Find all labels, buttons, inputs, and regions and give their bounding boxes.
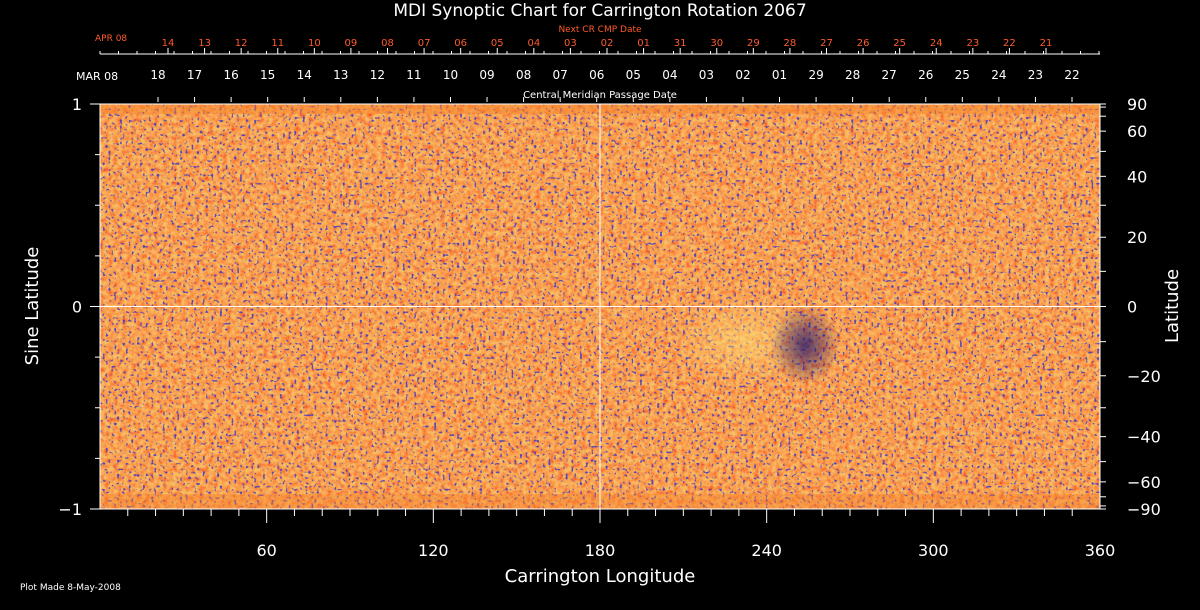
y-axis-left: 1 0 −1 bbox=[58, 95, 100, 519]
plot-made-footer: Plot Made 8-May-2008 bbox=[20, 583, 121, 593]
cmp-day-label: 06 bbox=[589, 68, 604, 82]
cmp-day-label: 03 bbox=[699, 68, 714, 82]
x-tick-label: 300 bbox=[918, 541, 949, 560]
next-cmp-month-label: APR 08 bbox=[95, 34, 127, 44]
next-cmp-day-label: 29 bbox=[747, 38, 760, 49]
y-axis-left-label: Sine Latitude bbox=[22, 247, 43, 366]
y-right-tick-label: 0 bbox=[1127, 298, 1137, 317]
cmp-day-label: 15 bbox=[260, 68, 275, 82]
cmp-day-label: 17 bbox=[187, 68, 202, 82]
cmp-month-label: MAR 08 bbox=[76, 70, 118, 83]
cmp-day-label: 04 bbox=[662, 68, 677, 82]
dark-polarity-region bbox=[770, 305, 840, 385]
y-left-tick-label: −1 bbox=[58, 500, 82, 519]
next-cmp-day-label: 11 bbox=[271, 38, 284, 49]
next-cmp-day-label: 07 bbox=[418, 38, 431, 49]
cmp-day-label: 05 bbox=[626, 68, 641, 82]
x-tick-label: 60 bbox=[256, 541, 276, 560]
cmp-day-label: 29 bbox=[808, 68, 823, 82]
cmp-day-label: 11 bbox=[406, 68, 421, 82]
cmp-day-label: 23 bbox=[1028, 68, 1043, 82]
y-right-tick-label: 20 bbox=[1127, 228, 1147, 247]
x-tick-label: 360 bbox=[1085, 541, 1116, 560]
y-right-tick-label: 60 bbox=[1127, 122, 1147, 141]
cmp-day-label: 28 bbox=[845, 68, 860, 82]
next-cmp-day-label: 31 bbox=[674, 38, 687, 49]
chart-title: MDI Synoptic Chart for Carrington Rotati… bbox=[393, 1, 806, 21]
next-cmp-day-label: 05 bbox=[491, 38, 504, 49]
y-right-tick-label: 90 bbox=[1127, 95, 1147, 114]
cmp-day-label: 27 bbox=[882, 68, 897, 82]
cmp-day-label: 12 bbox=[370, 68, 385, 82]
next-cmp-day-label: 22 bbox=[1003, 38, 1016, 49]
next-cmp-day-label: 28 bbox=[784, 38, 797, 49]
cmp-day-label: 07 bbox=[553, 68, 568, 82]
next-cmp-day-label: 10 bbox=[308, 38, 321, 49]
next-cmp-day-label: 23 bbox=[966, 38, 979, 49]
cmp-day-label: 10 bbox=[443, 68, 458, 82]
next-cmp-day-label: 25 bbox=[893, 38, 906, 49]
cmp-day-label: 09 bbox=[479, 68, 494, 82]
cmp-day-label: 25 bbox=[955, 68, 970, 82]
next-cmp-day-label: 30 bbox=[710, 38, 723, 49]
cmp-day-label: 13 bbox=[333, 68, 348, 82]
cmp-day-label: 16 bbox=[223, 68, 238, 82]
next-cmp-day-label: 26 bbox=[857, 38, 870, 49]
cmp-day-label: 01 bbox=[772, 68, 787, 82]
cmp-day-label: 24 bbox=[991, 68, 1006, 82]
cmp-day-label: 08 bbox=[516, 68, 531, 82]
y-axis-right: 90 60 40 20 0 −20 −40 −60 −90 bbox=[1100, 95, 1161, 519]
cmp-axis-label: Central Meridian Passage Date bbox=[523, 90, 677, 101]
cmp-day-label: 02 bbox=[735, 68, 750, 82]
x-axis-label: Carrington Longitude bbox=[505, 566, 696, 587]
next-cmp-day-label: 03 bbox=[564, 38, 577, 49]
next-cmp-day-label: 14 bbox=[162, 38, 175, 49]
next-cmp-day-ticks: 14 13 12 11 10 09 08 07 06 05 04 03 02 01 31 30 29 28 27 26… bbox=[99, 38, 1100, 54]
y-right-tick-label: −20 bbox=[1127, 367, 1161, 386]
next-cmp-day-label: 01 bbox=[637, 38, 650, 49]
next-cmp-day-label: 24 bbox=[930, 38, 943, 49]
cmp-day-label: 26 bbox=[918, 68, 933, 82]
next-cmp-day-label: 12 bbox=[235, 38, 248, 49]
x-axis: 60 120 180 240 300 360 bbox=[127, 509, 1116, 560]
x-tick-label: 240 bbox=[751, 541, 782, 560]
next-cmp-day-label: 13 bbox=[198, 38, 211, 49]
y-right-tick-label: −60 bbox=[1127, 473, 1161, 492]
next-cmp-day-label: 21 bbox=[1040, 38, 1053, 49]
y-right-tick-label: −90 bbox=[1127, 500, 1161, 519]
next-cmp-day-label: 02 bbox=[601, 38, 614, 49]
next-cmp-day-label: 09 bbox=[345, 38, 358, 49]
y-left-tick-label: 0 bbox=[72, 298, 82, 317]
cmp-day-label: 22 bbox=[1064, 68, 1079, 82]
next-cmp-day-label: 06 bbox=[454, 38, 467, 49]
cmp-day-label: 14 bbox=[297, 68, 312, 82]
y-axis-right-label: Latitude bbox=[1162, 269, 1183, 343]
next-cmp-day-label: 04 bbox=[527, 38, 540, 49]
x-tick-label: 180 bbox=[585, 541, 616, 560]
x-tick-label: 120 bbox=[418, 541, 449, 560]
y-right-tick-label: 40 bbox=[1127, 167, 1147, 186]
y-right-tick-label: −40 bbox=[1127, 428, 1161, 447]
next-cmp-axis-label: Next CR CMP Date bbox=[558, 25, 642, 35]
cmp-day-ticks: 18 17 16 15 14 13 12 11 10 09 08 07 06 05 04 03 02 01 29 28… bbox=[150, 68, 1080, 102]
y-left-tick-label: 1 bbox=[72, 95, 82, 114]
next-cmp-day-label: 08 bbox=[381, 38, 394, 49]
next-cmp-day-label: 27 bbox=[820, 38, 833, 49]
cmp-day-label: 18 bbox=[150, 68, 165, 82]
